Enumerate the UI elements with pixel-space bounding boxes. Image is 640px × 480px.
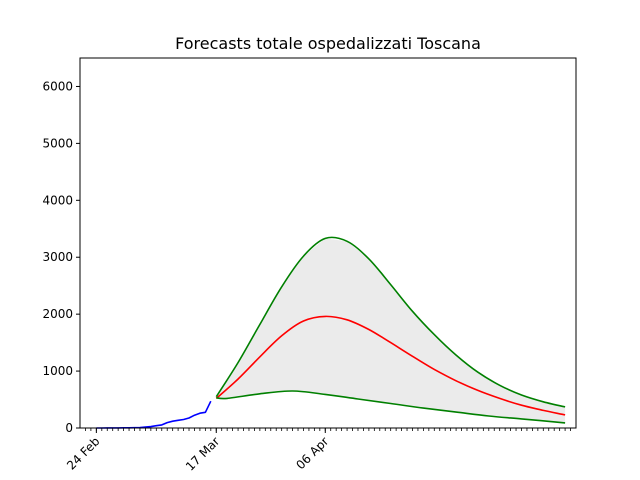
y-tick-label: 5000 xyxy=(42,136,73,150)
forecast-median-line xyxy=(215,315,566,416)
forecast-upper-line xyxy=(215,236,566,408)
y-tick-label: 6000 xyxy=(42,79,73,93)
axes-frame xyxy=(79,57,577,429)
y-tick-label: 1000 xyxy=(42,364,73,378)
confidence-band xyxy=(216,238,566,423)
y-tick-label: 3000 xyxy=(42,250,73,264)
y-tick-label: 0 xyxy=(65,421,73,435)
forecast-lower-line xyxy=(216,390,566,424)
y-tick-label: 4000 xyxy=(42,193,73,207)
chart-title: Forecasts totale ospedalizzati Toscana xyxy=(175,34,481,53)
y-tick-label: 2000 xyxy=(42,307,73,321)
